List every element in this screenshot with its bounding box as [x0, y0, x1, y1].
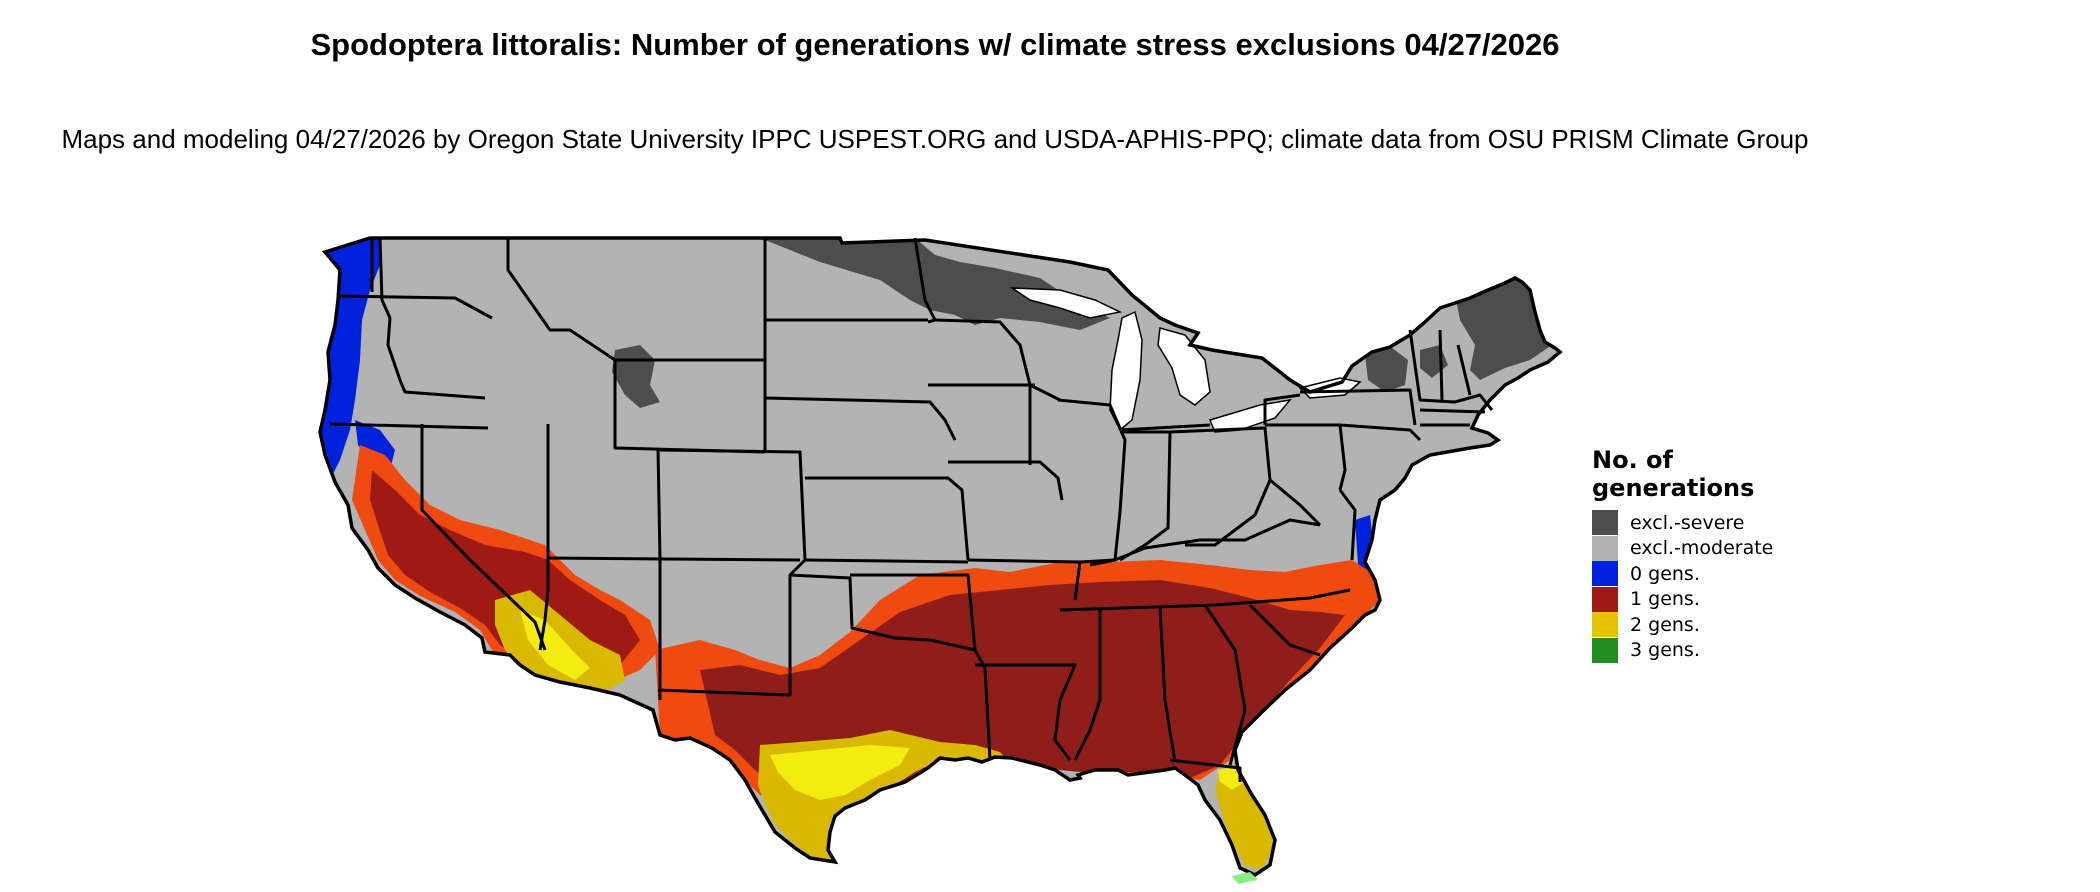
map-title: Spodoptera littoralis: Number of generat… [310, 27, 1560, 62]
legend-swatch [1592, 612, 1618, 638]
legend-label: excl.-moderate [1630, 537, 1774, 560]
legend-label: 0 gens. [1630, 562, 1700, 585]
legend-label: 2 gens. [1630, 613, 1700, 636]
map-subtitle: Maps and modeling 04/27/2026 by Oregon S… [61, 124, 1809, 154]
legend-item-1-gens: 1 gens. [1592, 586, 1892, 613]
legend-title: No. of generations [1592, 446, 1755, 502]
legend-label: 3 gens. [1630, 639, 1700, 662]
legend-swatch [1592, 535, 1618, 561]
legend-swatch [1592, 637, 1618, 663]
legend-item-0-gens: 0 gens. [1592, 561, 1892, 587]
legend-item-3-gens: 3 gens. [1592, 637, 1892, 664]
legend-item-2-gens: 2 gens. [1592, 612, 1892, 638]
legend: No. of generations excl.-severe excl.-mo… [1592, 446, 1892, 663]
legend-label: excl.-severe [1630, 511, 1745, 534]
legend-item-excl-severe: excl.-severe [1592, 510, 1892, 536]
legend-item-excl-moderate: excl.-moderate [1592, 535, 1892, 562]
legend-swatch [1592, 586, 1618, 612]
legend-swatch [1592, 510, 1618, 536]
legend-swatch [1592, 561, 1618, 587]
legend-label: 1 gens. [1630, 588, 1700, 611]
